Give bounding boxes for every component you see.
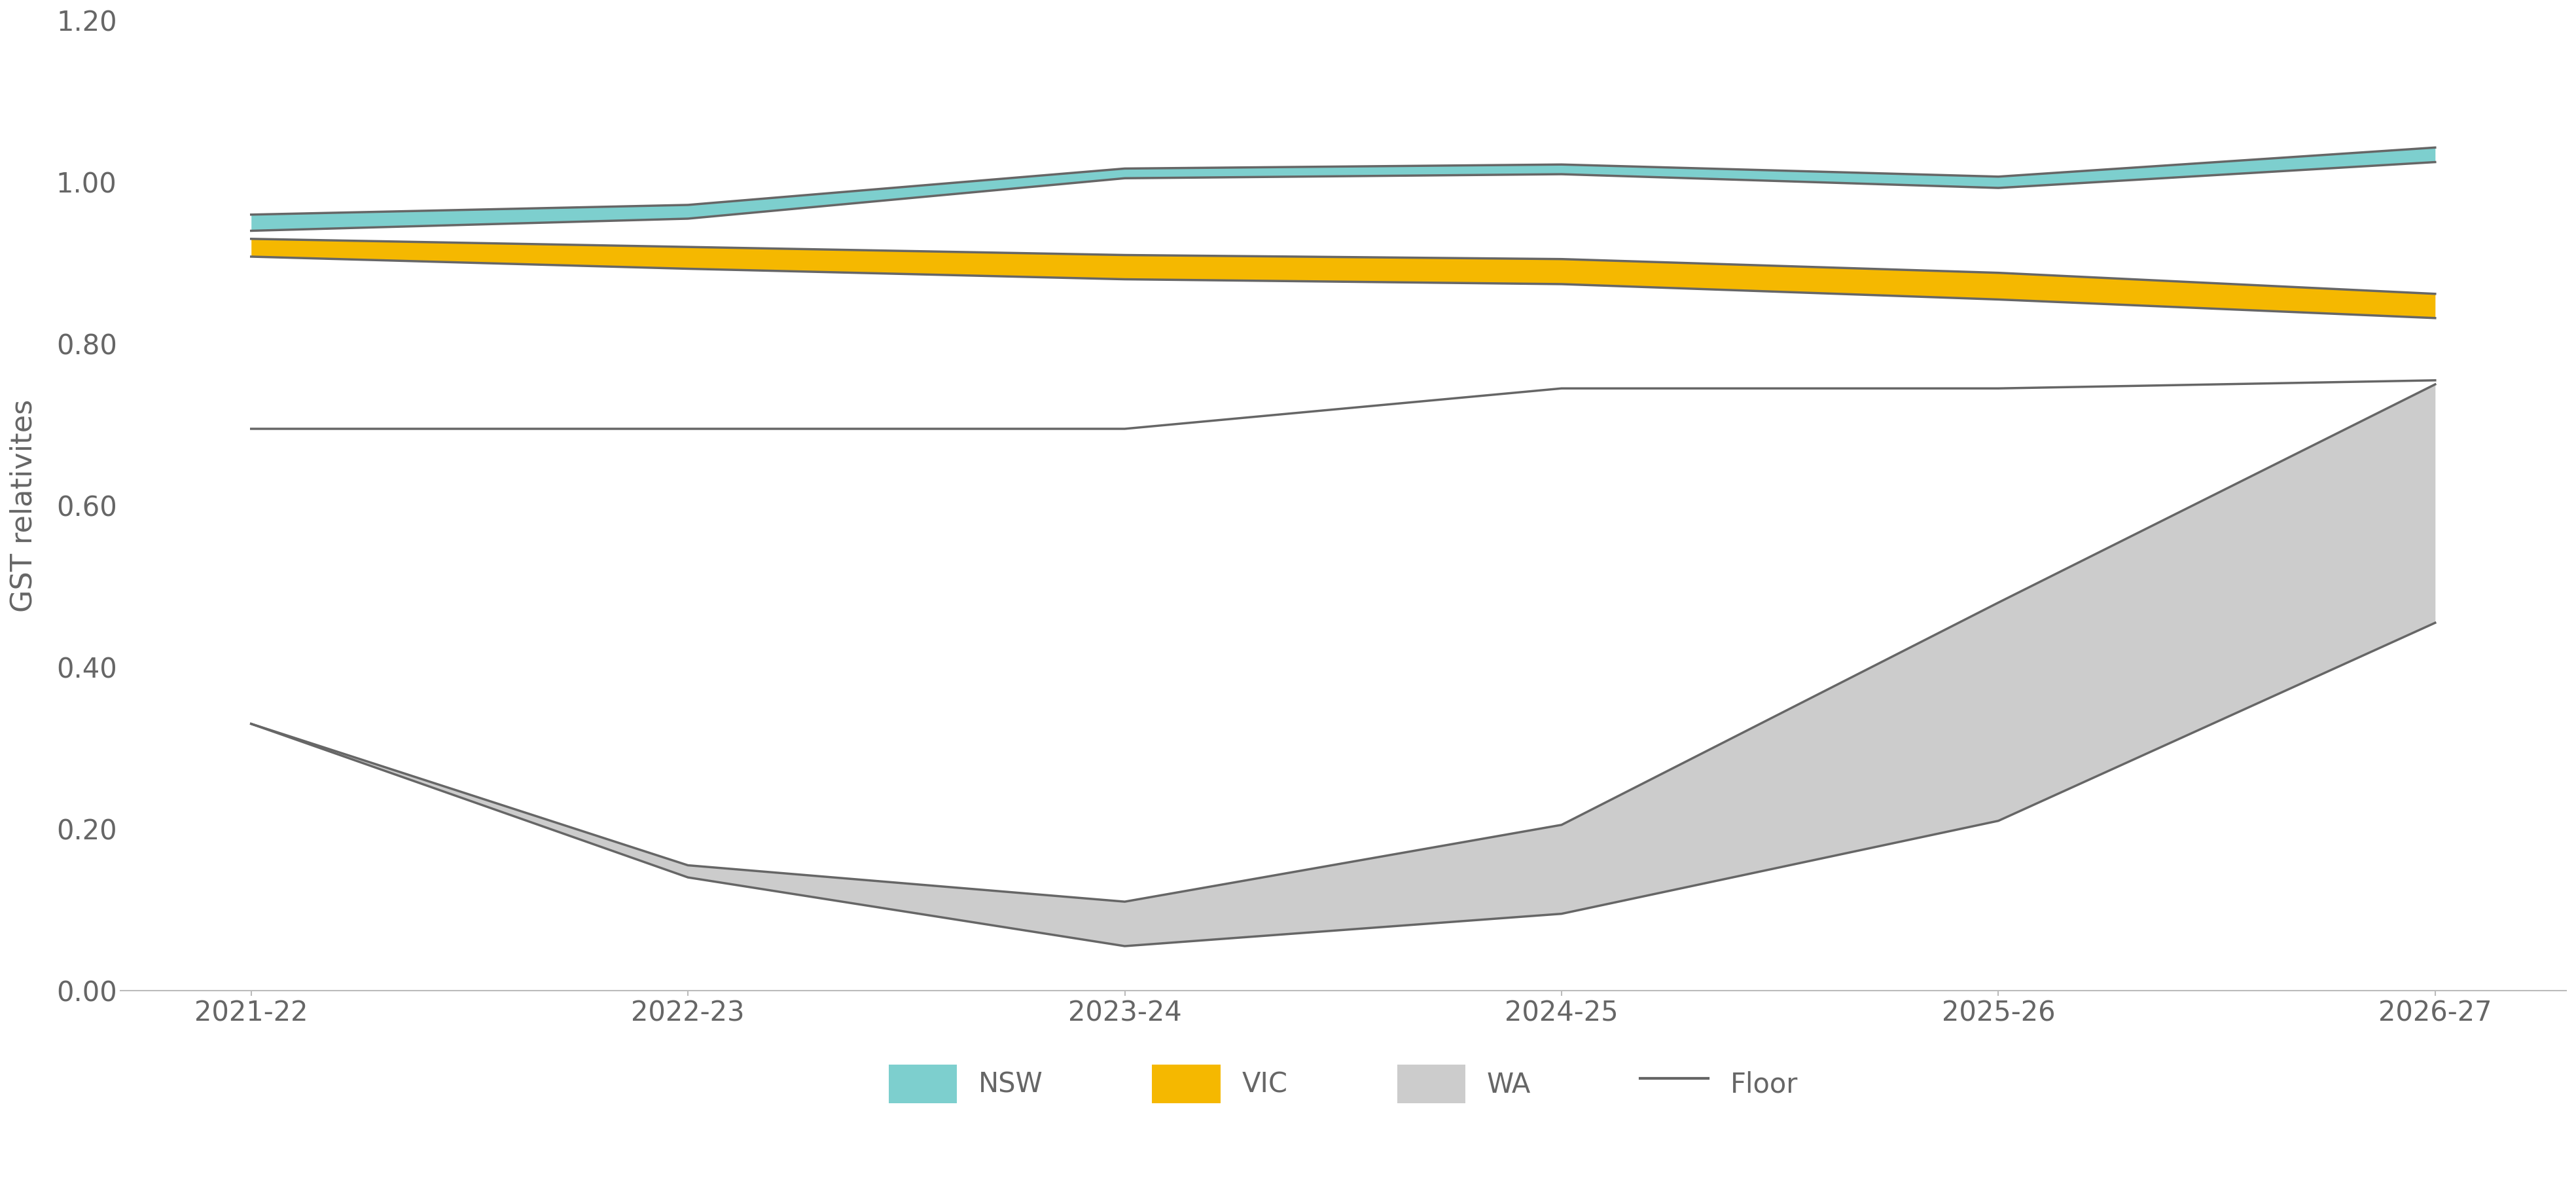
Legend: NSW, VIC, WA, Floor: NSW, VIC, WA, Floor <box>889 1064 1798 1103</box>
Y-axis label: GST relativites: GST relativites <box>10 400 39 612</box>
